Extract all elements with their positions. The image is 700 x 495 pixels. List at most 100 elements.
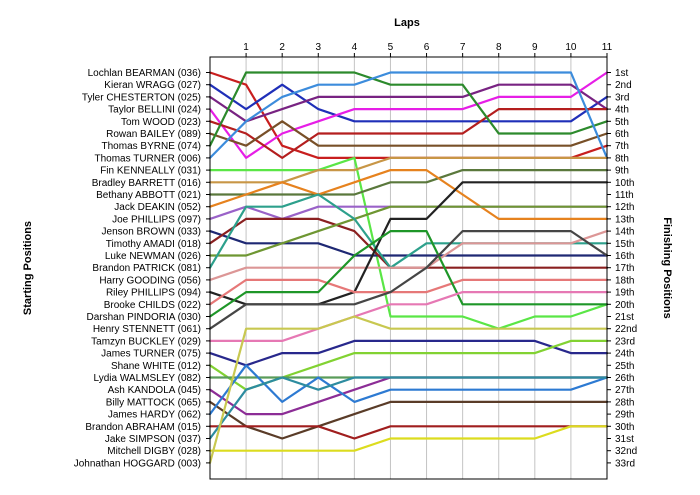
lap-tick-label: 2 — [279, 42, 285, 53]
lap-tick-label: 4 — [352, 42, 358, 53]
finishing-position-label: 16th — [615, 251, 634, 262]
finishing-position-label: 33rd — [615, 458, 635, 469]
driver-series-line — [208, 291, 609, 342]
driver-label: Brandon ABRAHAM (015) — [85, 422, 201, 433]
y-axis-label-starting: Starting Positions — [22, 221, 34, 315]
driver-label: Tyler CHESTERTON (025) — [82, 92, 201, 103]
finishing-position-label: 20th — [615, 300, 634, 311]
driver-series-line — [208, 400, 609, 440]
chart-title: Laps — [394, 17, 420, 29]
driver-series-line — [208, 364, 609, 416]
driver-label: Brooke CHILDS (022) — [104, 300, 201, 311]
driver-series-line — [208, 230, 609, 318]
driver-label: Mitchell DIGBY (028) — [107, 446, 201, 457]
driver-label: Timothy AMADI (018) — [106, 239, 201, 250]
finishing-position-label: 8th — [615, 153, 629, 164]
finishing-position-label: 17th — [615, 263, 634, 274]
driver-series-line — [208, 278, 609, 306]
driver-label: Tamzyn BUCKLEY (029) — [91, 336, 201, 347]
finishing-position-label: 12th — [615, 202, 634, 213]
driver-label: Joe PHILLIPS (097) — [112, 214, 201, 225]
driver-label: Kieran WRAGG (027) — [104, 80, 201, 91]
driver-series-line — [208, 169, 609, 196]
driver-series-line — [208, 376, 609, 440]
lap-tick-labels: 1 2 3 4 5 6 7 8 9 10 11 — [243, 42, 613, 57]
driver-label: Brandon PATRICK (081) — [92, 263, 201, 274]
driver-label: Bethany ABBOTT (021) — [96, 190, 201, 201]
driver-label: Henry STENNETT (061) — [93, 324, 201, 335]
driver-label: James HARDY (062) — [108, 410, 201, 421]
finishing-position-label: 19th — [615, 288, 634, 299]
finishing-position-label: 25th — [615, 361, 634, 372]
finishing-position-label: 23rd — [615, 336, 635, 347]
driver-label: Tom WOOD (023) — [121, 117, 201, 128]
finishing-position-label: 30th — [615, 422, 634, 433]
y-axis-label-finishing: Finishing Positions — [661, 217, 673, 318]
lap-tick-label: 1 — [243, 42, 249, 53]
starting-position-labels: Lochlan BEARMAN (036)Kieran WRAGG (027)T… — [74, 68, 210, 469]
lap-tick-label: 8 — [496, 42, 502, 53]
finishing-position-label: 15th — [615, 239, 634, 250]
driver-label: Taylor BELLINI (024) — [108, 105, 201, 116]
driver-label: Johnathan HOGGARD (003) — [74, 458, 201, 469]
finishing-position-label: 26th — [615, 373, 634, 384]
finishing-position-label: 6th — [615, 129, 629, 140]
finishing-position-label: 27th — [615, 385, 634, 396]
lap-tick-label: 6 — [424, 42, 430, 53]
lap-tick-label: 10 — [565, 42, 577, 53]
lap-tick-label: 3 — [315, 42, 321, 53]
driver-series-line — [208, 71, 609, 159]
driver-label: Riley PHILLIPS (094) — [106, 288, 201, 299]
driver-series-line — [208, 230, 609, 330]
lap-tick-label: 11 — [602, 42, 613, 53]
driver-series-line — [208, 169, 609, 220]
driver-series-line — [208, 425, 609, 440]
driver-series-line — [208, 120, 609, 147]
finishing-position-label: 31st — [615, 434, 634, 445]
finishing-position-label: 28th — [615, 397, 634, 408]
driver-series-line — [208, 71, 609, 147]
driver-label: Bradley BARRETT (016) — [92, 178, 201, 189]
finishing-position-label: 2nd — [615, 80, 632, 91]
finishing-position-label: 29th — [615, 410, 634, 421]
finishing-position-label: 13th — [615, 214, 634, 225]
finishing-position-label: 4th — [615, 105, 629, 116]
driver-label: Lochlan BEARMAN (036) — [88, 68, 201, 79]
driver-label: Jake SIMPSON (037) — [105, 434, 201, 445]
driver-label: Harry GOODING (056) — [99, 275, 201, 286]
finishing-position-labels: 1st2nd3rd4th5th6th7th8th9th10th11th12th1… — [607, 68, 637, 469]
finishing-position-label: 18th — [615, 275, 634, 286]
driver-label: Luke NEWMAN (026) — [105, 251, 201, 262]
driver-label: Thomas TURNER (006) — [94, 153, 201, 164]
finishing-position-label: 1st — [615, 68, 629, 79]
driver-label: Fin KENNEALLY (031) — [100, 166, 201, 177]
series-lines — [208, 71, 609, 464]
driver-label: Darshan PINDORIA (030) — [87, 312, 202, 323]
driver-series-line — [208, 376, 609, 416]
driver-series-line — [208, 230, 609, 281]
lap-tick-label: 9 — [532, 42, 538, 53]
driver-label: Lydia WALMSLEY (082) — [94, 373, 201, 384]
driver-series-line — [208, 83, 609, 123]
driver-label: Thomas BYRNE (074) — [102, 141, 201, 152]
finishing-position-label: 24th — [615, 349, 634, 360]
driver-series-line — [208, 107, 609, 159]
driver-series-line — [208, 71, 609, 159]
driver-series-line — [208, 156, 609, 330]
driver-series-line — [208, 205, 609, 220]
finishing-position-label: 5th — [615, 117, 629, 128]
driver-label: Billy MATTOCK (065) — [106, 397, 201, 408]
driver-label: James TURNER (075) — [101, 349, 201, 360]
finishing-position-label: 22nd — [615, 324, 637, 335]
driver-label: Jack DEAKIN (052) — [114, 202, 201, 213]
finishing-position-label: 21st — [615, 312, 634, 323]
driver-label: Jenson BROWN (033) — [102, 227, 201, 238]
lap-tick-label: 7 — [460, 42, 466, 53]
finishing-position-label: 32nd — [615, 446, 637, 457]
driver-series-line — [208, 315, 609, 464]
finishing-position-label: 9th — [615, 166, 629, 177]
driver-series-line — [208, 205, 609, 257]
driver-label: Shane WHITE (012) — [111, 361, 201, 372]
driver-series-line — [208, 156, 609, 184]
